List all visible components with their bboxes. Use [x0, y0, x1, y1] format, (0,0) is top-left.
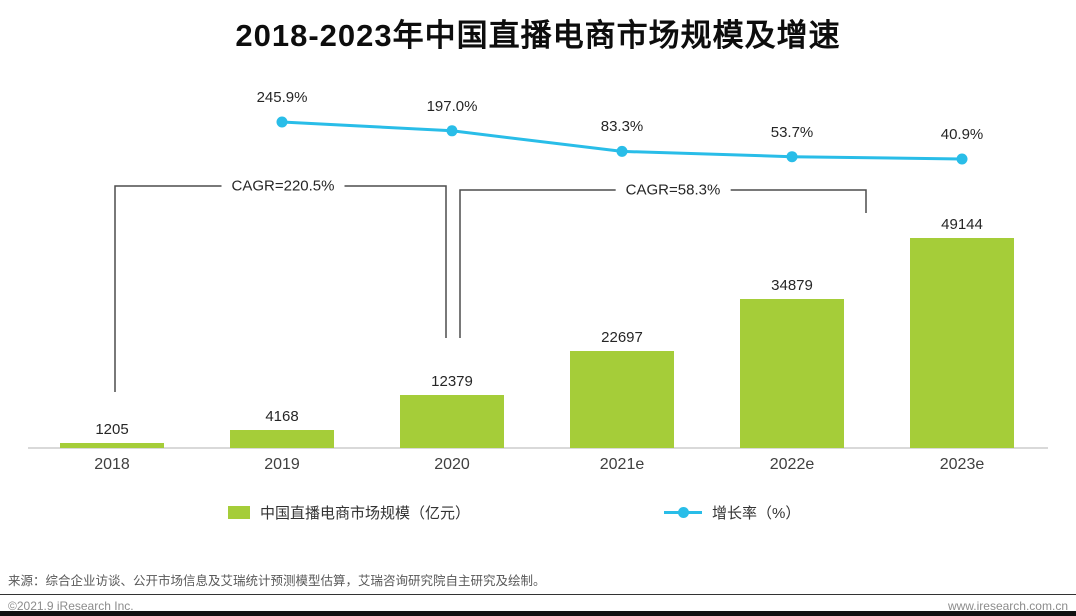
growth-rate-point: [956, 153, 968, 165]
growth-rate-point: [616, 145, 628, 157]
bottom-bar: [0, 611, 1076, 616]
legend-line-label: 增长率（%）: [712, 505, 801, 522]
bar-value-2019: 4168: [265, 408, 299, 426]
legend-item-line: 增长率（%）: [664, 502, 800, 523]
cagr-annotation: CAGR=58.3%: [615, 181, 731, 199]
growth-rate-point: [276, 116, 288, 128]
growth-rate-point: [786, 151, 798, 163]
x-tick-2020: 2020: [434, 456, 470, 473]
bar-2023e: [910, 238, 1014, 448]
bar-value-2023e: 49144: [941, 216, 983, 233]
growth-rate-value: 245.9%: [256, 89, 308, 106]
x-tick-2022e: 2022e: [769, 456, 815, 473]
bar-swatch-icon: [228, 506, 250, 519]
growth-rate-point: [446, 125, 458, 137]
bar-value-2018: 1205: [95, 420, 129, 438]
bar-value-2020: 12379: [431, 373, 473, 391]
bar-2019: [230, 430, 334, 448]
cagr-bracket: [114, 185, 447, 392]
x-axis-line: [28, 447, 1048, 449]
x-tick-2018: 2018: [94, 456, 130, 473]
footer: ©2021.9 iResearch Inc. www.iresearch.com…: [8, 599, 1068, 613]
growth-rate-value: 40.9%: [940, 126, 984, 143]
bar-2020: [400, 395, 504, 448]
x-tick-2019: 2019: [264, 456, 300, 473]
line-marker-icon: [664, 507, 702, 518]
source-note: 来源：综合企业访谈、公开市场信息及艾瑞统计预测模型估算，艾瑞咨询研究院自主研究及…: [8, 574, 546, 588]
growth-rate-value: 197.0%: [426, 97, 478, 115]
legend-item-bar: 中国直播电商市场规模（亿元）: [228, 502, 470, 523]
growth-rate-value: 83.3%: [600, 118, 644, 136]
cagr-annotation: CAGR=220.5%: [221, 177, 345, 195]
x-tick-2021e: 2021e: [599, 456, 645, 473]
x-tick-2023e: 2023e: [939, 456, 985, 473]
bar-2018: [60, 442, 164, 448]
bar-value-2021e: 22697: [601, 329, 643, 346]
footer-url: www.iresearch.com.cn: [947, 599, 1068, 613]
bar-2022e: [740, 299, 844, 448]
legend-bar-label: 中国直播电商市场规模（亿元）: [260, 505, 471, 522]
footer-divider: [0, 594, 1076, 595]
footer-copyright: ©2021.9 iResearch Inc.: [8, 599, 134, 613]
chart-title: 2018-2023年中国直播电商市场规模及增速: [235, 18, 841, 53]
line-marker-dot: [678, 507, 689, 518]
growth-rate-value: 53.7%: [770, 123, 814, 141]
bar-2021e: [570, 351, 674, 448]
bar-value-2022e: 34879: [771, 277, 813, 294]
